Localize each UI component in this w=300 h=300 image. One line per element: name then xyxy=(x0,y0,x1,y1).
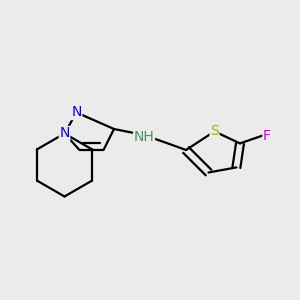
Text: N: N xyxy=(71,106,82,119)
Text: N: N xyxy=(59,127,70,140)
Text: F: F xyxy=(263,129,271,142)
Text: S: S xyxy=(210,124,219,138)
Text: NH: NH xyxy=(134,130,154,144)
